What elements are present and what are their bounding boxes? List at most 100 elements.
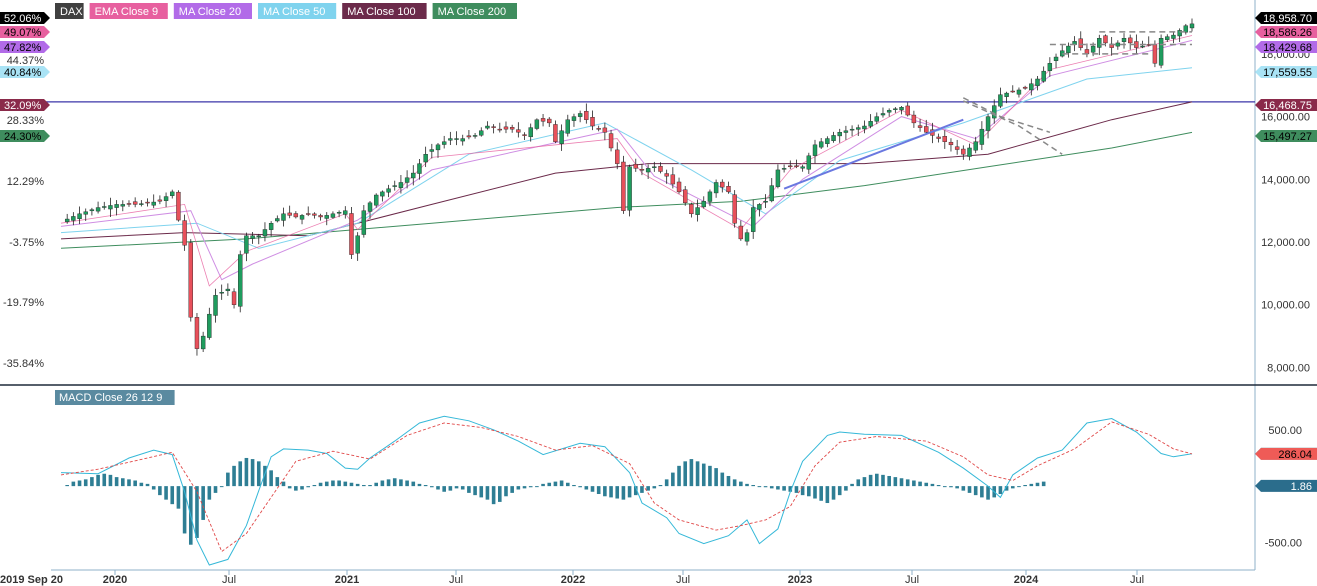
macd-title-chip [55, 390, 175, 405]
macd-histogram-bar [967, 486, 972, 493]
candle-body [89, 209, 95, 212]
macd-histogram-bar [936, 485, 941, 487]
legend-chip-label: MA Close 100 [347, 6, 415, 18]
macd-histogram-bar [590, 486, 595, 492]
candle-body [1140, 45, 1145, 48]
candle-body [874, 116, 880, 122]
candle-body [417, 163, 422, 174]
macd-histogram-bar [955, 486, 959, 489]
candle-body [1097, 38, 1102, 48]
candle-body [540, 118, 546, 122]
macd-histogram-bar [121, 478, 125, 487]
right-value-badge [1255, 12, 1317, 24]
macd-histogram-bar [269, 470, 273, 487]
macd-histogram-bar [949, 486, 953, 488]
macd-histogram-bar [232, 465, 236, 487]
candle-body [1004, 92, 1009, 97]
macd-histogram-bar [912, 480, 916, 487]
macd-histogram-bar [238, 461, 243, 487]
macd-histogram-bar [374, 482, 378, 487]
candle-body [553, 124, 558, 142]
candle-body [200, 335, 206, 350]
candle-body [207, 313, 212, 338]
candle-body [139, 203, 144, 205]
macd-title: MACD Close 26 12 9 [59, 392, 162, 404]
candle-body [769, 185, 774, 202]
macd-histogram-bar [294, 486, 298, 491]
candle-body [1121, 38, 1127, 42]
macd-histogram-bar [170, 486, 175, 505]
macd-axis-tick: 500.00 [1268, 425, 1302, 437]
left-value-badge [0, 99, 50, 111]
macd-histogram-bar [133, 480, 137, 487]
candle-body [1177, 30, 1182, 37]
x-axis-tick: Jul [905, 574, 919, 586]
macd-histogram-bar [158, 486, 162, 496]
macd-histogram-bar [689, 459, 694, 487]
macd-histogram-bar [448, 486, 453, 491]
candle-body [312, 213, 317, 216]
macd-histogram-bar [411, 481, 416, 487]
candle-body [695, 207, 700, 215]
x-axis-tick: 2022 [561, 574, 585, 586]
right-value-badge [1255, 66, 1317, 78]
macd-histogram-bar [145, 483, 150, 487]
candle-body [466, 135, 472, 138]
candle-body [985, 116, 991, 131]
right-value-badge-label: 15,497.27 [1263, 131, 1312, 143]
candle-body [367, 202, 373, 212]
left-value-badge-label: 32.09% [4, 100, 42, 112]
macd-histogram-bar [813, 486, 817, 499]
candle-body [491, 126, 496, 128]
macd-histogram-bar [65, 485, 69, 487]
candle-body [423, 154, 428, 163]
candle-body [639, 169, 645, 171]
candle-body [188, 242, 193, 318]
macd-histogram-bar [868, 474, 873, 487]
macd-histogram-bar [831, 486, 836, 500]
macd-histogram-bar [207, 486, 212, 500]
candle-body [899, 107, 904, 111]
macd-histogram-bar [825, 486, 830, 504]
macd-histogram-bar [559, 480, 564, 487]
candle-body [738, 225, 744, 240]
candle-body [608, 133, 614, 149]
candle-body [713, 182, 719, 194]
macd-histogram-bar [609, 486, 613, 498]
candle-body [114, 204, 119, 208]
macd-histogram-bar [430, 486, 434, 488]
macd-histogram-bar [578, 486, 582, 488]
candle-body [120, 204, 126, 207]
macd-histogram-bar [739, 481, 743, 487]
macd-histogram-bar [498, 486, 502, 502]
macd-histogram-bar [646, 486, 650, 491]
macd-histogram-bar [683, 461, 688, 487]
candle-body [720, 181, 725, 188]
candle-body [1171, 34, 1176, 39]
candle-body [1022, 86, 1028, 89]
right-value-badge [1255, 99, 1317, 111]
x-axis-tick: 2023 [788, 574, 812, 586]
candle-body [318, 215, 323, 218]
macd-histogram-bar [980, 486, 984, 498]
candle-body [429, 149, 435, 152]
macd-histogram-bar [83, 479, 88, 487]
candle-body [886, 110, 892, 113]
candle-body [398, 182, 404, 188]
candle-body [102, 206, 107, 208]
candle-body [293, 213, 299, 218]
macd-histogram-bar [627, 486, 632, 498]
candle-body [806, 155, 812, 170]
macd-histogram-bar [572, 485, 576, 487]
candle-body [584, 111, 589, 120]
macd-histogram-bar [417, 483, 422, 487]
macd-histogram-bar [800, 486, 805, 496]
candle-body [528, 127, 533, 138]
candle-body [411, 172, 416, 179]
candle-body [590, 117, 595, 127]
candle-body [683, 189, 688, 204]
macd-histogram-bar [127, 479, 131, 487]
percent-axis-tick: 44.37% [7, 55, 45, 67]
candle-body [676, 181, 682, 193]
candle-body [1183, 25, 1189, 33]
